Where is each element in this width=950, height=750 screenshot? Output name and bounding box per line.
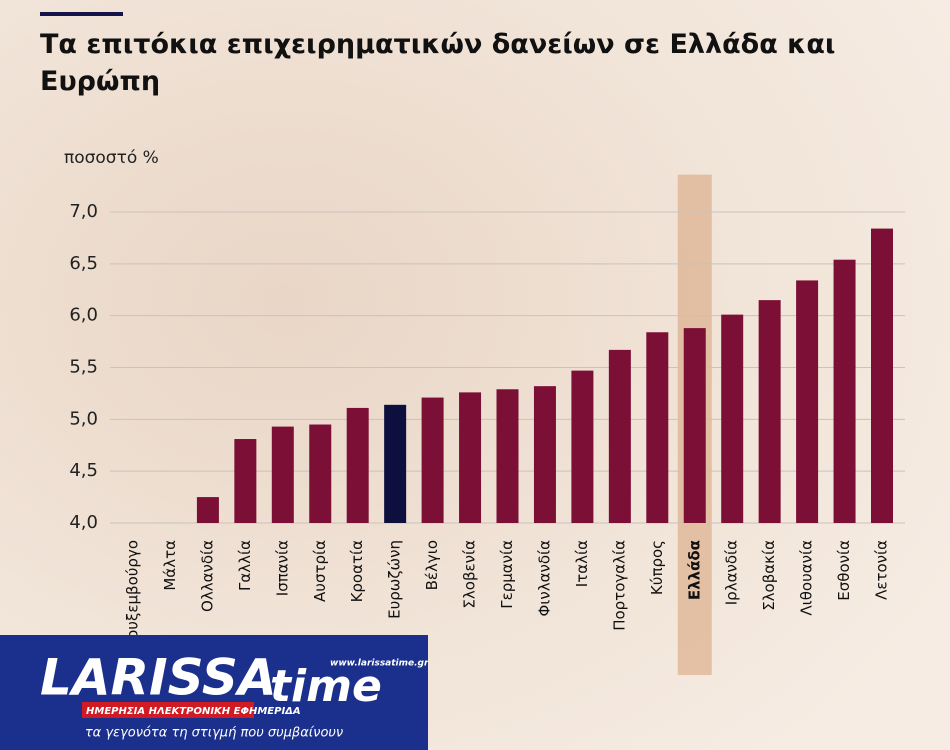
logo-url: www.larissatime.gr: [330, 659, 429, 669]
x-tick-label: Γερμανία: [498, 540, 516, 609]
bar: [309, 424, 332, 523]
y-axis-label: ποσοστό %: [64, 148, 159, 168]
bar: [533, 386, 556, 523]
logo-name2: time: [270, 661, 382, 712]
bar: [271, 426, 294, 523]
title-box: Τα επιτόκια επιχειρηματικών δανείων σε Ε…: [40, 29, 836, 97]
bar: [346, 407, 369, 523]
x-tick-label: Πορτογαλία: [610, 540, 628, 631]
x-tick-label: Βέλγιο: [423, 540, 441, 590]
logo: LARISSA time www.larissatime.gr ΗΜΕΡΗΣΙΑ…: [0, 635, 429, 750]
x-tick-label: Ισπανία: [273, 540, 291, 596]
x-tick-label: Αυστρία: [311, 540, 329, 602]
bar: [571, 370, 594, 523]
x-tick-label: Σλοβενία: [461, 540, 479, 609]
logo-slogan: τα γεγονότα τη στιγμή που συμβαίνουν: [85, 726, 343, 741]
y-tick-label: 5,0: [69, 408, 98, 429]
x-tick-label: Ιταλία: [573, 540, 591, 587]
x-tick-label: Γαλλία: [236, 540, 254, 591]
accent-line: [40, 12, 123, 16]
bar: [384, 404, 407, 523]
x-tick-label: Σλοβακία: [760, 540, 778, 611]
chart-title: Τα επιτόκια επιχειρηματικών δανείων σε Ε…: [40, 29, 836, 97]
x-tick-label: Κύπρος: [648, 540, 666, 595]
bar: [796, 280, 819, 523]
x-tick-label: Λετονία: [873, 540, 891, 600]
bar: [608, 349, 631, 523]
y-tick-label: 4,5: [69, 460, 98, 481]
bar: [646, 332, 669, 523]
logo-tagline: ΗΜΕΡΗΣΙΑ ΗΛΕΚΤΡΟΝΙΚΗ ΕΦΗΜΕΡΙΔΑ: [86, 706, 301, 717]
x-tick-label: Ελλάδα: [685, 540, 703, 600]
bar: [421, 397, 444, 523]
bar: [496, 389, 519, 523]
y-tick-label: 7,0: [69, 201, 98, 222]
bar: [234, 439, 257, 523]
bar: [871, 228, 893, 523]
x-tick-label: Ευρωζώνη: [386, 540, 404, 619]
x-tick-label: Λιθουανία: [798, 540, 816, 616]
x-tick-label: Ιρλανδία: [723, 540, 741, 605]
y-tick-label: 4,0: [69, 512, 98, 533]
y-tick-label: 6,0: [69, 305, 98, 326]
logo-bg: [0, 635, 428, 750]
bar: [196, 497, 219, 523]
y-tick-label: 6,5: [69, 253, 98, 274]
bar: [721, 314, 744, 523]
bar: [683, 328, 706, 523]
x-tick-label: Ολλανδία: [198, 540, 216, 612]
logo-name: LARISSA: [40, 649, 277, 707]
bar: [459, 392, 482, 523]
x-tick-label: Μάλτα: [161, 540, 179, 591]
x-tick-label: Εσθονία: [835, 540, 853, 601]
logo-band: [82, 702, 254, 718]
bar: [758, 300, 781, 523]
bar: [833, 259, 856, 523]
x-tick-label: Κροατία: [348, 540, 366, 603]
y-tick-label: 5,5: [69, 357, 98, 378]
x-tick-label: Λουξεμβούργο: [124, 540, 142, 649]
x-tick-label: Φινλανδία: [535, 540, 553, 617]
